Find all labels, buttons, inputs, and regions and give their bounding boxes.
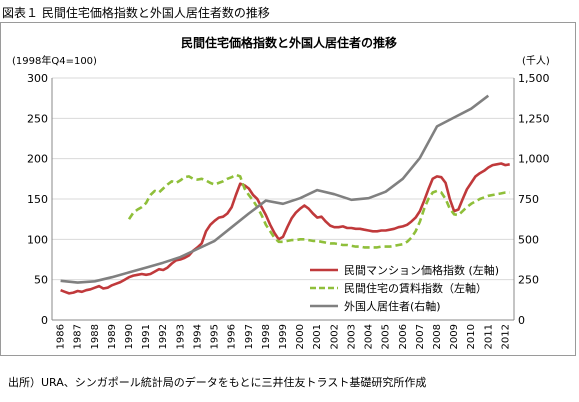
x-tick-label: 2005 (381, 324, 392, 349)
left-tick-label: 150 (27, 193, 48, 206)
right-tick-label: 750 (518, 193, 539, 206)
x-tick-label: 1992 (158, 324, 169, 349)
chart-title: 民間住宅価格指数と外国人居住者の推移 (181, 35, 397, 50)
legend-label-2: 外国人居住者(右軸) (344, 299, 441, 313)
left-tick-label: 250 (27, 112, 48, 125)
x-tick-label: 1995 (210, 324, 221, 349)
x-tick-label: 1997 (244, 324, 255, 349)
left-tick-label: 50 (34, 274, 48, 287)
x-tick-label: 1986 (56, 324, 67, 349)
series-line-0 (60, 162, 510, 295)
left-tick-label: 100 (27, 233, 48, 246)
x-tick-label: 1994 (192, 324, 203, 349)
legend-label-1: 民間住宅の賃料指数（左軸） (344, 281, 487, 295)
x-tick-label: 2000 (295, 324, 306, 349)
x-tick-label: 2007 (415, 324, 426, 349)
left-axis-caption: (1998年Q4=100) (12, 54, 97, 67)
chart-frame (0, 22, 576, 356)
x-tick-label: 2010 (466, 324, 477, 349)
right-tick-label: 250 (518, 274, 539, 287)
series-line-1 (127, 173, 510, 249)
x-tick-label: 2003 (346, 324, 357, 349)
x-tick-label: 2001 (312, 324, 323, 349)
left-tick-label: 200 (27, 153, 48, 166)
figure-title: 図表１ 民間住宅価格指数と外国人居住者数の推移 (2, 6, 270, 20)
right-tick-label: 1,000 (518, 153, 550, 166)
left-tick-label: 0 (41, 314, 48, 327)
x-tick-label: 1990 (124, 324, 135, 349)
x-tick-label: 1996 (227, 324, 238, 349)
legend-label-0: 民間マンション価格指数 (左軸) (344, 263, 499, 277)
x-tick-label: 2008 (432, 324, 443, 349)
x-tick-label: 2009 (449, 324, 460, 349)
x-tick-label: 2011 (483, 324, 494, 349)
right-tick-label: 500 (518, 233, 539, 246)
x-tick-label: 1999 (278, 324, 289, 349)
left-tick-label: 300 (27, 72, 48, 85)
x-tick-label: 1988 (90, 324, 101, 349)
x-tick-label: 1991 (141, 324, 152, 349)
right-tick-label: 1,250 (518, 112, 550, 125)
x-tick-label: 1989 (107, 324, 118, 349)
x-tick-label: 2006 (398, 324, 409, 349)
x-tick-label: 1993 (175, 324, 186, 349)
right-tick-label: 0 (518, 314, 525, 327)
x-tick-label: 1998 (261, 324, 272, 349)
series-line-2 (60, 94, 490, 284)
right-tick-label: 1,500 (518, 72, 550, 85)
x-tick-label: 1987 (73, 324, 84, 349)
x-tick-label: 2012 (500, 324, 511, 349)
x-tick-label: 2002 (329, 324, 340, 349)
right-axis-caption: (千人) (522, 55, 550, 67)
x-tick-label: 2004 (364, 324, 375, 349)
source-note: 出所）URA、シンガポール統計局のデータをもとに三井住友トラスト基礎研究所作成 (8, 376, 427, 389)
